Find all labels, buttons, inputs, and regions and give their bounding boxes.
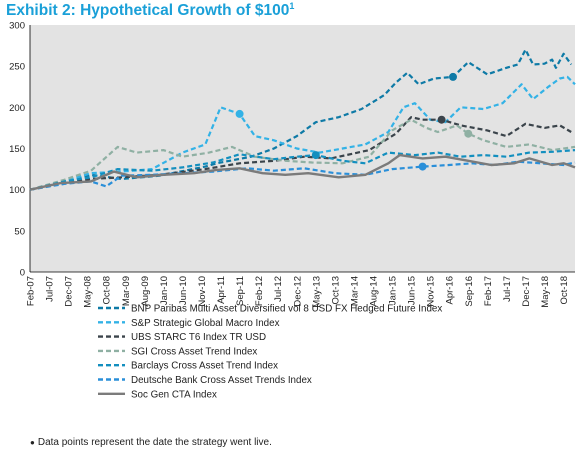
x-tick-label: Mar-09 bbox=[121, 276, 132, 306]
series-line bbox=[29, 149, 576, 191]
x-tick-label: Nov-15 bbox=[426, 276, 437, 307]
plot-area bbox=[30, 25, 575, 272]
y-tick-label: 150 bbox=[9, 144, 25, 155]
legend-label: Soc Gen CTA Index bbox=[131, 389, 217, 400]
footnote-text: Data points represent the date the strat… bbox=[37, 437, 272, 448]
x-tick-label: May-08 bbox=[83, 276, 94, 308]
x-tick-label: Mar-14 bbox=[350, 276, 361, 306]
x-tick-label: Sep-11 bbox=[235, 276, 246, 306]
x-tick-label: Jun-10 bbox=[178, 276, 189, 305]
x-tick-label: Jul-12 bbox=[273, 276, 284, 302]
chart-title-text: Exhibit 2: Hypothetical Growth of $100 bbox=[6, 2, 290, 19]
x-tick-label: Jan-15 bbox=[388, 276, 399, 305]
legend-label: SGI Cross Asset Trend Index bbox=[131, 346, 257, 357]
legend-label: Deutsche Bank Cross Asset Trends Index bbox=[131, 375, 312, 386]
y-tick-label: 300 bbox=[9, 21, 25, 32]
series-lines bbox=[29, 48, 576, 191]
y-axis: 0 50 100 150 200 250 300 bbox=[9, 21, 31, 279]
x-tick-label: Aug-14 bbox=[369, 276, 380, 307]
legend-label: UBS STARC T6 Index TR USD bbox=[131, 332, 266, 343]
y-tick-label: 100 bbox=[9, 185, 25, 196]
x-tick-label: Jul-17 bbox=[502, 276, 513, 302]
y-tick-label: 50 bbox=[14, 226, 25, 237]
x-tick-label: Dec-12 bbox=[292, 276, 303, 307]
legend-label: S&P Strategic Global Macro Index bbox=[131, 318, 280, 329]
series-line bbox=[29, 116, 572, 191]
series-line bbox=[29, 75, 576, 191]
x-tick-label: Feb-12 bbox=[254, 276, 265, 306]
x-tick-label: Oct-08 bbox=[102, 276, 113, 305]
x-tick-label: Feb-07 bbox=[26, 276, 37, 306]
x-tick-label: Aug-09 bbox=[140, 276, 151, 307]
x-tick-label: Oct-13 bbox=[330, 276, 341, 305]
x-tick-label: Apr-16 bbox=[445, 276, 456, 305]
live-date-marker bbox=[311, 151, 320, 160]
x-tick-label: May-13 bbox=[311, 276, 322, 308]
x-axis: Feb-07 Jul-07 Dec-07 May-08 Oct-08 Mar-09 Aug-… bbox=[26, 271, 575, 308]
live-date-marker bbox=[449, 72, 457, 81]
live-markers bbox=[235, 72, 473, 171]
series-line bbox=[29, 118, 576, 191]
legend-label: Barclays Cross Asset Trend Index bbox=[131, 361, 278, 372]
x-tick-label: Nov-10 bbox=[197, 276, 208, 307]
x-tick-label: Dec-07 bbox=[64, 276, 75, 307]
live-date-marker bbox=[464, 129, 473, 138]
x-tick-label: Sep-16 bbox=[464, 276, 475, 307]
live-date-marker bbox=[235, 109, 244, 118]
chart-title-footnote-mark: 1 bbox=[289, 0, 295, 11]
y-tick-label: 0 bbox=[20, 268, 25, 279]
series-line bbox=[29, 153, 576, 191]
live-date-marker bbox=[437, 115, 446, 124]
x-tick-label: Jan-10 bbox=[159, 276, 170, 305]
series-line bbox=[29, 48, 573, 191]
chart-title: Exhibit 2: Hypothetical Growth of $1001 bbox=[6, 0, 295, 20]
x-tick-label: Oct-18 bbox=[559, 276, 570, 305]
live-date-marker bbox=[418, 162, 427, 171]
y-tick-label: 250 bbox=[9, 62, 25, 73]
y-tick-label: 200 bbox=[9, 103, 25, 114]
x-tick-label: Apr-11 bbox=[216, 276, 227, 304]
x-tick-label: Jul-07 bbox=[45, 276, 56, 302]
legend: BNP Paribas Multi Asset Diversified vol … bbox=[98, 304, 442, 400]
x-tick-label: Jun-15 bbox=[407, 276, 418, 305]
x-tick-label: May-18 bbox=[540, 276, 551, 308]
x-tick-label: Dec-17 bbox=[521, 276, 532, 307]
footnote: ● Data points represent the date the stra… bbox=[30, 437, 272, 448]
x-tick-label: Feb-17 bbox=[483, 276, 494, 306]
legend-label: BNP Paribas Multi Asset Diversified vol … bbox=[131, 304, 442, 315]
footnote-bullet-icon: ● bbox=[30, 438, 35, 447]
